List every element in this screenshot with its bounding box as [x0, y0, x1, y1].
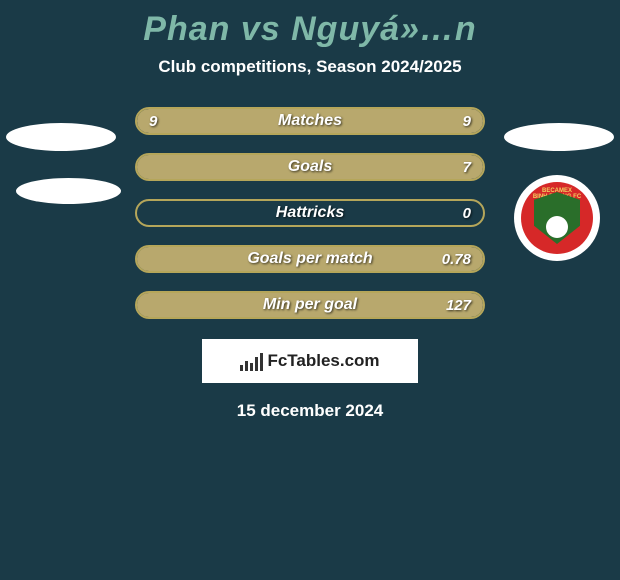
player-left-placeholder — [6, 123, 116, 151]
stat-row-mpg: Min per goal 127 — [0, 291, 620, 319]
stat-right-value: 0.78 — [442, 251, 471, 268]
stat-label: Goals per match — [247, 250, 372, 268]
stat-right-value: 127 — [446, 297, 471, 314]
fctables-link[interactable]: FcTables.com — [202, 339, 418, 383]
brand-text: FcTables.com — [267, 351, 379, 371]
subtitle: Club competitions, Season 2024/2025 — [158, 57, 461, 77]
stat-right-value: 7 — [463, 159, 471, 176]
ball-icon — [546, 216, 568, 238]
date-text: 15 december 2024 — [237, 401, 384, 421]
club-left-placeholder — [16, 178, 121, 204]
stat-right-value: 9 — [463, 113, 471, 130]
stat-bar: Hattricks 0 — [135, 199, 485, 227]
stat-bar: Min per goal 127 — [135, 291, 485, 319]
stat-row-goals: Goals 7 — [0, 153, 620, 181]
stat-right-value: 0 — [463, 205, 471, 222]
stat-left-value: 9 — [149, 113, 157, 130]
shield-icon — [534, 192, 580, 244]
stat-bar: 9 Matches 9 — [135, 107, 485, 135]
bar-chart-icon — [240, 351, 263, 371]
player-right-placeholder — [504, 123, 614, 151]
stat-label: Hattricks — [276, 204, 344, 222]
stat-label: Min per goal — [263, 296, 357, 314]
club-logo-ring: BECAMEXBINH DUONG FC — [521, 182, 593, 254]
club-right-logo: BECAMEXBINH DUONG FC — [514, 175, 600, 261]
stat-label: Matches — [278, 112, 342, 130]
stat-label: Goals — [288, 158, 332, 176]
stat-bar: Goals 7 — [135, 153, 485, 181]
stat-bar: Goals per match 0.78 — [135, 245, 485, 273]
page-title: Phan vs Nguyá»…n — [143, 10, 476, 49]
